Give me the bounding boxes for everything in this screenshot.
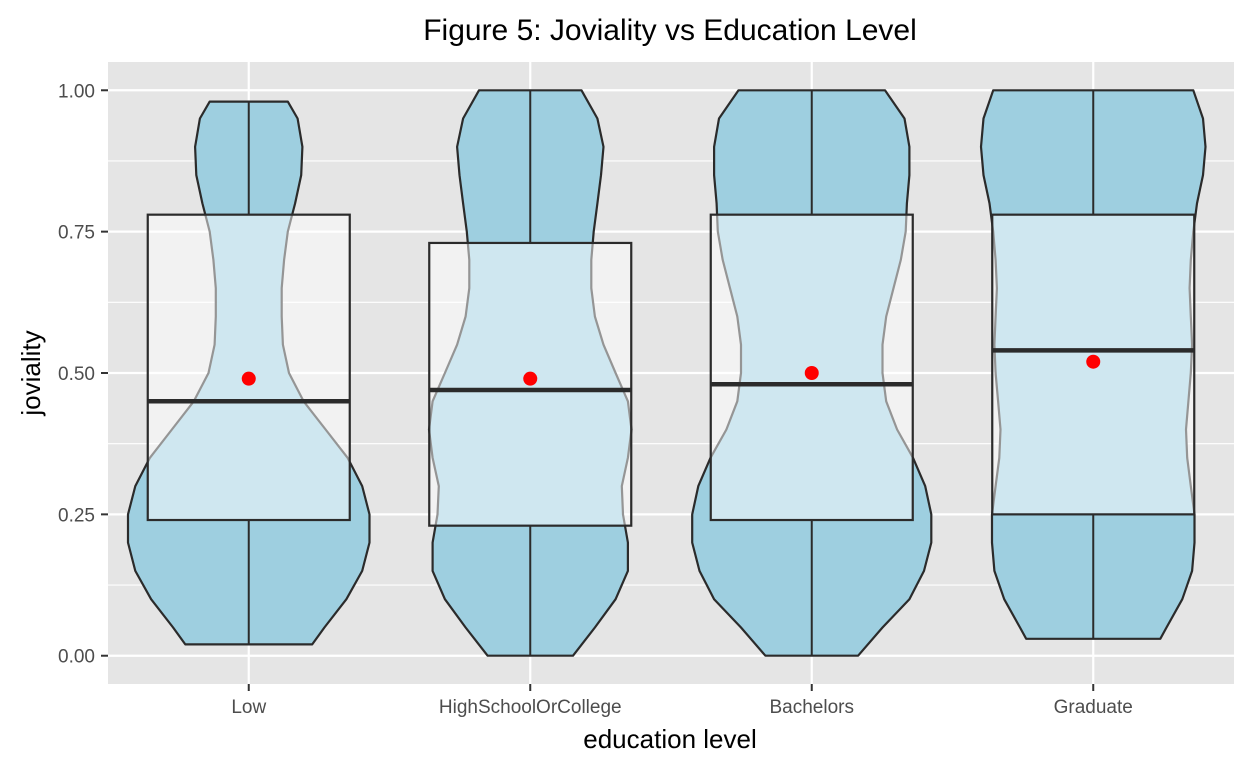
box-Low <box>146 213 351 522</box>
y-tick-label: 0.25 <box>58 505 95 526</box>
mean-point-Graduate <box>1086 354 1101 369</box>
y-tick-label: 1.00 <box>58 81 95 102</box>
mean-point-HighSchoolOrCollege <box>523 371 538 386</box>
x-axis-title: education level <box>583 724 756 754</box>
chart-title: Figure 5: Joviality vs Education Level <box>423 14 917 47</box>
chart-marks <box>126 89 1207 657</box>
x-tick-label: HighSchoolOrCollege <box>439 697 622 718</box>
mean-point-Bachelors <box>804 366 819 380</box>
x-tick-label: Graduate <box>1054 697 1133 718</box>
x-tick-label: Bachelors <box>770 697 855 718</box>
y-tick-label: 0.75 <box>58 223 95 244</box>
mean-point-Low <box>241 371 256 386</box>
x-tick-label: Low <box>231 697 266 718</box>
y-axis-title: joviality <box>16 330 46 416</box>
axes: 0.00 0.25 0.50 0.75 1.00 Low HighSchoolOrColle… <box>58 81 1133 718</box>
y-tick-label: 0.50 <box>58 364 95 385</box>
y-tick-label: 0.00 <box>58 647 95 668</box>
